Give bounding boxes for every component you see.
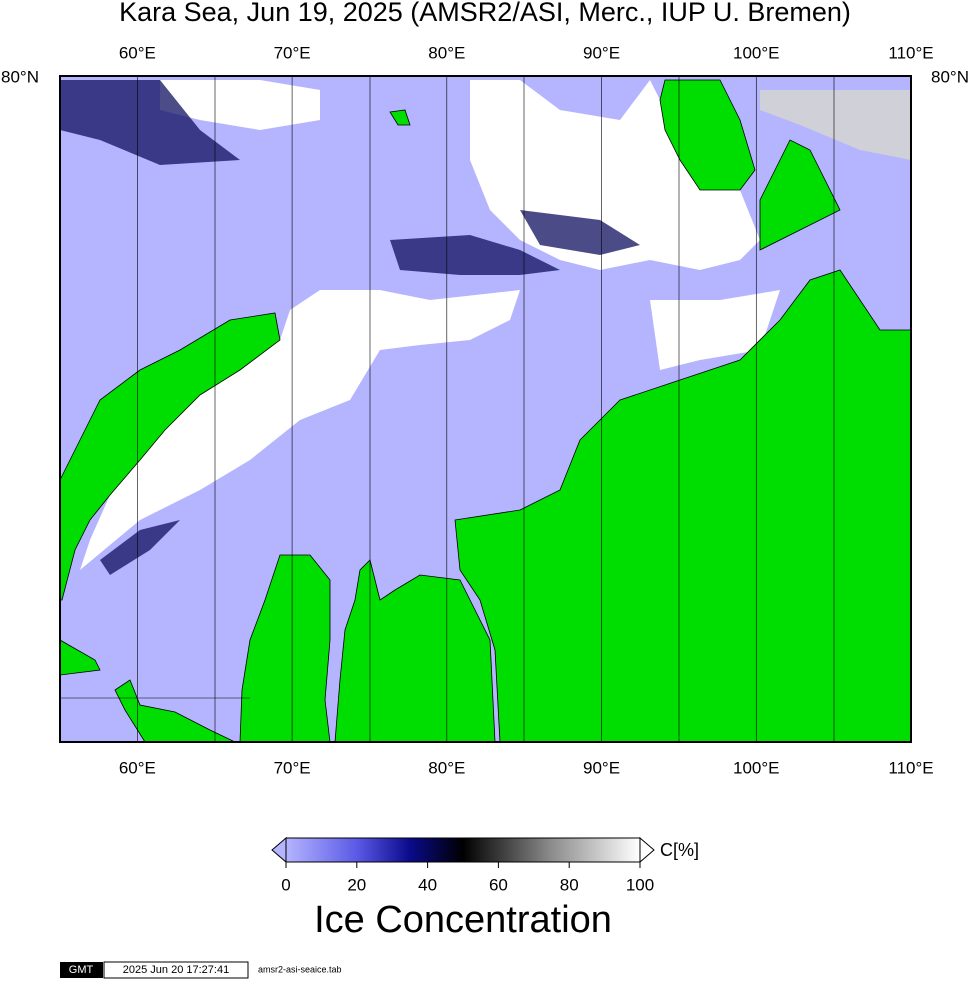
ice-edge — [60, 80, 640, 575]
timestamp: 2025 Jun 20 17:27:41 — [123, 964, 229, 976]
lon-label: 110°E — [888, 758, 933, 777]
lat-label: 80°N — [931, 67, 969, 86]
lon-label: 90°E — [583, 43, 620, 62]
source-file: amsr2-asi-seaice.tab — [258, 964, 342, 974]
lon-label: 70°E — [274, 43, 311, 62]
colorbar — [285, 837, 641, 863]
colorbar-tick-label: 80 — [560, 875, 579, 894]
gmt-logo — [60, 962, 103, 978]
lon-label: 60°E — [119, 43, 156, 62]
colorbar-tick-label: 40 — [418, 875, 437, 894]
colorbar-title: Ice Concentration — [314, 899, 612, 941]
colorbar-tick-label: 100 — [626, 875, 654, 894]
colorbar-low — [271, 836, 287, 864]
land — [60, 79, 911, 742]
lon-label: 60°E — [119, 758, 156, 777]
lon-label: 70°E — [274, 758, 311, 777]
lon-label: 80°E — [428, 758, 465, 777]
colorbar-unit: C[%] — [660, 840, 699, 860]
colorbar-high — [639, 836, 655, 864]
colorbar-tick-label: 0 — [281, 875, 290, 894]
lon-label: 100°E — [733, 43, 780, 62]
colorbar-tick-label: 60 — [489, 875, 508, 894]
gmt-logo-text: GMT — [69, 964, 94, 976]
meridians — [60, 76, 835, 742]
map-frame — [59, 75, 912, 743]
lon-label: 110°E — [888, 43, 933, 62]
colorbar-tick-label: 20 — [347, 875, 366, 894]
lon-label: 80°E — [428, 43, 465, 62]
title: Kara Sea, Jun 19, 2025 (AMSR2/ASI, Merc.… — [119, 0, 851, 27]
lat-label: 80°N — [1, 67, 39, 86]
timestamp-box — [103, 961, 249, 979]
lon-label: 100°E — [733, 758, 780, 777]
lon-label: 90°E — [583, 758, 620, 777]
map-body — [60, 76, 911, 742]
